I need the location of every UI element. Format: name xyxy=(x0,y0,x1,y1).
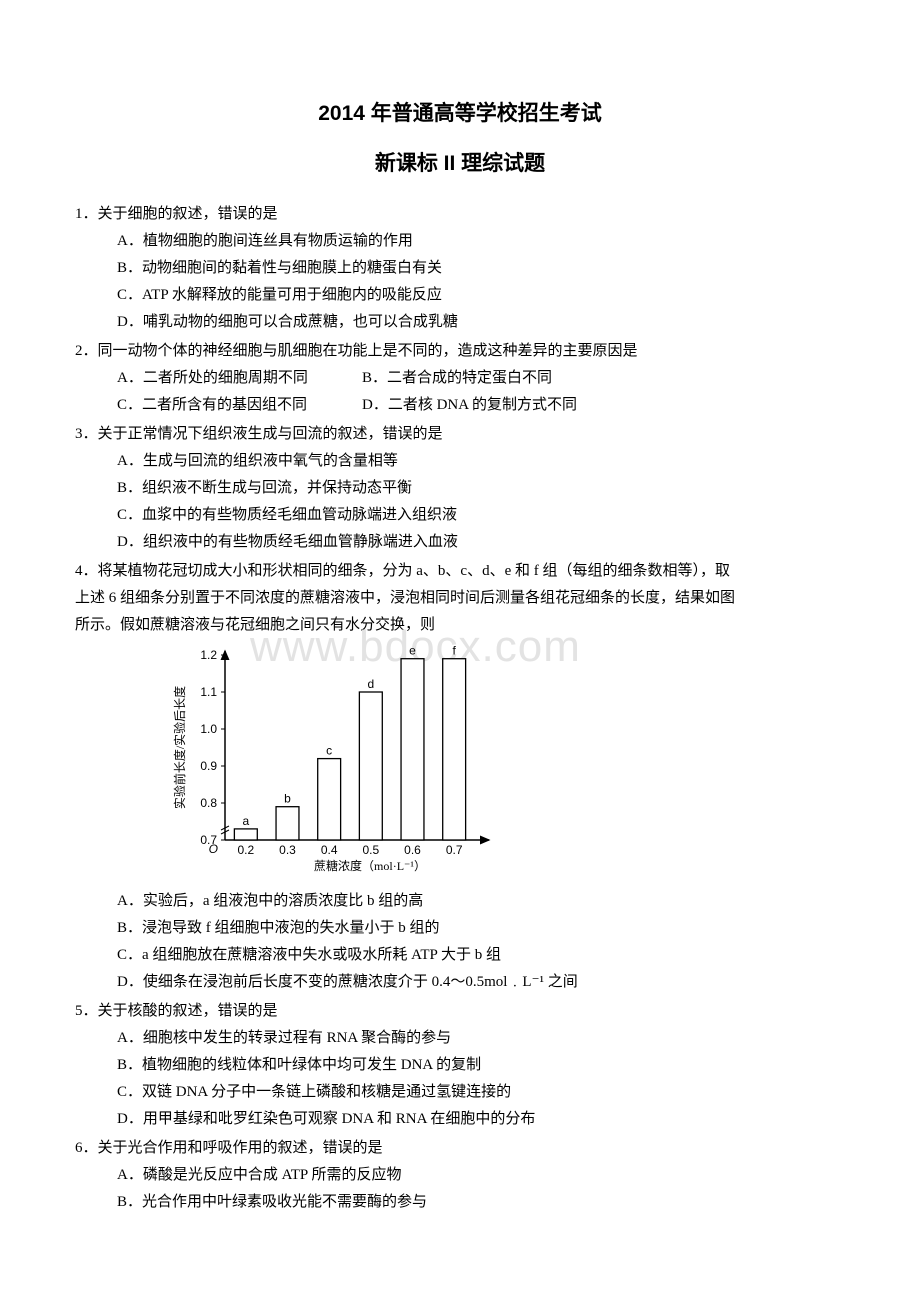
q4-num: 4． xyxy=(75,563,98,579)
svg-text:0.5: 0.5 xyxy=(362,843,379,857)
q6-option-a: A．磷酸是光反应中合成 ATP 所需的反应物 xyxy=(75,1162,845,1189)
q3-option-d: D．组织液中的有些物质经毛细血管静脉端进入血液 xyxy=(75,529,845,556)
question-1: 1．关于细胞的叙述，错误的是 A．植物细胞的胞间连丝具有物质运输的作用 B．动物… xyxy=(75,201,845,336)
q5-num: 5． xyxy=(75,1003,98,1019)
svg-text:c: c xyxy=(326,743,332,757)
q1-option-b: B．动物细胞间的黏着性与细胞膜上的糖蛋白有关 xyxy=(75,255,845,282)
svg-text:b: b xyxy=(284,791,291,805)
svg-text:蔗糖浓度（mol·L⁻¹）: 蔗糖浓度（mol·L⁻¹） xyxy=(314,858,426,873)
question-5: 5．关于核酸的叙述，错误的是 A．细胞核中发生的转录过程有 RNA 聚合酶的参与… xyxy=(75,998,845,1133)
q4-stem-2: 上述 6 组细条分别置于不同浓度的蔗糖溶液中，浸泡相同时间后测量各组花冠细条的长… xyxy=(75,585,845,612)
bar-chart: 0.70.80.91.01.11.2a0.2b0.3c0.4d0.5e0.6f0… xyxy=(75,645,845,880)
svg-text:O: O xyxy=(209,842,218,856)
q4-option-b: B．浸泡导致 f 组细胞中液泡的失水量小于 b 组的 xyxy=(75,915,845,942)
q5-option-c: C．双链 DNA 分子中一条链上磷酸和核糖是通过氢键连接的 xyxy=(75,1079,845,1106)
svg-text:f: f xyxy=(452,645,456,658)
question-4: 4．将某植物花冠切成大小和形状相同的细条，分为 a、b、c、d、e 和 f 组（… xyxy=(75,558,845,996)
q1-option-a: A．植物细胞的胞间连丝具有物质运输的作用 xyxy=(75,228,845,255)
svg-text:1.2: 1.2 xyxy=(200,648,217,662)
q4-stem-3: 所示。假如蔗糖溶液与花冠细胞之间只有水分交换，则 xyxy=(75,612,845,639)
q1-num: 1． xyxy=(75,206,98,222)
q6-stem: 关于光合作用和呼吸作用的叙述，错误的是 xyxy=(98,1140,383,1156)
q5-stem: 关于核酸的叙述，错误的是 xyxy=(98,1003,278,1019)
q4-option-a: A．实验后，a 组液泡中的溶质浓度比 b 组的高 xyxy=(75,888,845,915)
q2-stem: 同一动物个体的神经细胞与肌细胞在功能上是不同的，造成这种差异的主要原因是 xyxy=(98,343,638,359)
svg-text:a: a xyxy=(242,813,249,827)
q3-option-c: C．血浆中的有些物质经毛细血管动脉端进入组织液 xyxy=(75,502,845,529)
svg-text:实验前长度/实验后长度: 实验前长度/实验后长度 xyxy=(172,685,187,808)
q2-num: 2． xyxy=(75,343,98,359)
q3-option-b: B．组织液不断生成与回流，并保持动态平衡 xyxy=(75,475,845,502)
svg-text:0.8: 0.8 xyxy=(200,796,217,810)
svg-text:e: e xyxy=(409,645,416,658)
q2-options-row2: C．二者所含有的基因组不同D．二者核 DNA 的复制方式不同 xyxy=(75,392,845,419)
svg-text:0.3: 0.3 xyxy=(279,843,296,857)
q1-option-c: C．ATP 水解释放的能量可用于细胞内的吸能反应 xyxy=(75,282,845,309)
q2-option-b: B．二者合成的特定蛋白不同 xyxy=(362,370,552,386)
q3-stem: 关于正常情况下组织液生成与回流的叙述，错误的是 xyxy=(98,426,443,442)
question-6: 6．关于光合作用和呼吸作用的叙述，错误的是 A．磷酸是光反应中合成 ATP 所需… xyxy=(75,1135,845,1216)
svg-text:0.7: 0.7 xyxy=(446,843,463,857)
svg-text:0.2: 0.2 xyxy=(237,843,254,857)
q4-stem-1: 将某植物花冠切成大小和形状相同的细条，分为 a、b、c、d、e 和 f 组（每组… xyxy=(98,563,730,579)
svg-text:0.6: 0.6 xyxy=(404,843,421,857)
q6-option-b: B．光合作用中叶绿素吸收光能不需要酶的参与 xyxy=(75,1189,845,1216)
q6-num: 6． xyxy=(75,1140,98,1156)
q5-option-a: A．细胞核中发生的转录过程有 RNA 聚合酶的参与 xyxy=(75,1025,845,1052)
question-3: 3．关于正常情况下组织液生成与回流的叙述，错误的是 A．生成与回流的组织液中氧气… xyxy=(75,421,845,556)
q1-option-d: D．哺乳动物的细胞可以合成蔗糖，也可以合成乳糖 xyxy=(75,309,845,336)
q4-option-d: D．使细条在浸泡前后长度不变的蔗糖浓度介于 0.4～0.5mol﹒L⁻¹ 之间 xyxy=(75,969,845,996)
q3-option-a: A．生成与回流的组织液中氧气的含量相等 xyxy=(75,448,845,475)
svg-text:1.0: 1.0 xyxy=(200,722,217,736)
title-main: 2014 年普通高等学校招生考试 xyxy=(75,95,845,133)
svg-text:0.4: 0.4 xyxy=(321,843,338,857)
q2-options-row1: A．二者所处的细胞周期不同B．二者合成的特定蛋白不同 xyxy=(75,365,845,392)
q4-option-c: C．a 组细胞放在蔗糖溶液中失水或吸水所耗 ATP 大于 b 组 xyxy=(75,942,845,969)
question-2: 2．同一动物个体的神经细胞与肌细胞在功能上是不同的，造成这种差异的主要原因是 A… xyxy=(75,338,845,419)
svg-text:0.9: 0.9 xyxy=(200,759,217,773)
q1-stem: 关于细胞的叙述，错误的是 xyxy=(98,206,278,222)
q5-option-b: B．植物细胞的线粒体和叶绿体中均可发生 DNA 的复制 xyxy=(75,1052,845,1079)
svg-text:1.1: 1.1 xyxy=(200,685,217,699)
svg-text:d: d xyxy=(367,677,374,691)
q2-option-c: C．二者所含有的基因组不同 xyxy=(117,392,362,419)
q2-option-d: D．二者核 DNA 的复制方式不同 xyxy=(362,397,577,413)
q3-num: 3． xyxy=(75,426,98,442)
title-sub: 新课标 II 理综试题 xyxy=(75,145,845,183)
q2-option-a: A．二者所处的细胞周期不同 xyxy=(117,365,362,392)
q5-option-d: D．用甲基绿和吡罗红染色可观察 DNA 和 RNA 在细胞中的分布 xyxy=(75,1106,845,1133)
